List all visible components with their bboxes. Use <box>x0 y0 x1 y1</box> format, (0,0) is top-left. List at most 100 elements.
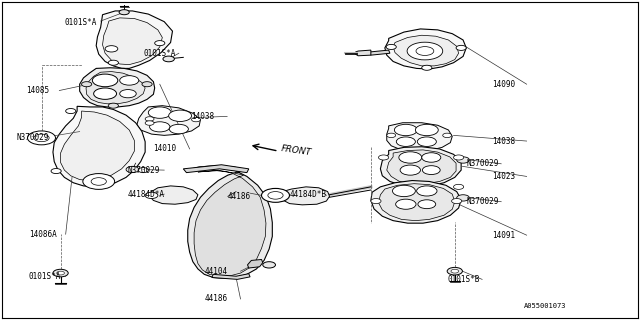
Circle shape <box>138 168 148 172</box>
Circle shape <box>407 42 443 60</box>
Text: 14023: 14023 <box>492 172 515 181</box>
Circle shape <box>378 155 388 160</box>
Polygon shape <box>371 180 461 223</box>
Polygon shape <box>378 184 455 221</box>
Circle shape <box>417 186 437 196</box>
Circle shape <box>51 169 61 173</box>
Text: N370029: N370029 <box>467 197 499 206</box>
Text: 0101S*A: 0101S*A <box>29 272 61 281</box>
Circle shape <box>396 199 416 209</box>
Circle shape <box>191 117 200 122</box>
Circle shape <box>81 82 92 87</box>
Circle shape <box>422 166 440 174</box>
Text: 14010: 14010 <box>154 144 177 154</box>
Polygon shape <box>96 11 173 68</box>
Circle shape <box>142 82 152 87</box>
Polygon shape <box>369 50 390 55</box>
Polygon shape <box>150 186 198 204</box>
Polygon shape <box>194 170 266 276</box>
Circle shape <box>415 124 438 136</box>
Polygon shape <box>61 111 134 180</box>
Circle shape <box>422 153 441 162</box>
Text: 44186: 44186 <box>228 192 251 201</box>
Circle shape <box>145 117 154 121</box>
Circle shape <box>457 157 469 163</box>
Text: FRONT: FRONT <box>280 144 312 157</box>
Polygon shape <box>188 166 272 278</box>
Circle shape <box>454 155 464 160</box>
Circle shape <box>83 173 115 189</box>
Circle shape <box>387 133 396 138</box>
Circle shape <box>120 90 136 98</box>
Circle shape <box>400 165 420 175</box>
Polygon shape <box>183 165 249 172</box>
Polygon shape <box>79 68 155 107</box>
Circle shape <box>454 184 464 189</box>
Circle shape <box>126 166 139 172</box>
Circle shape <box>457 195 469 201</box>
Polygon shape <box>356 50 371 56</box>
Circle shape <box>120 76 139 85</box>
Circle shape <box>53 269 68 277</box>
Circle shape <box>105 46 118 52</box>
Circle shape <box>28 131 56 145</box>
Circle shape <box>416 47 434 55</box>
Polygon shape <box>380 147 461 187</box>
Circle shape <box>145 121 154 125</box>
Text: N370029: N370029 <box>128 166 161 175</box>
Text: 14038: 14038 <box>492 137 515 146</box>
Polygon shape <box>282 187 330 205</box>
Polygon shape <box>212 274 250 279</box>
Circle shape <box>91 178 106 185</box>
Circle shape <box>119 10 129 15</box>
Circle shape <box>93 88 116 100</box>
Circle shape <box>148 107 172 118</box>
Text: N370029: N370029 <box>16 133 49 142</box>
Circle shape <box>422 65 432 70</box>
Polygon shape <box>393 35 459 66</box>
Circle shape <box>451 269 459 273</box>
Circle shape <box>34 134 49 142</box>
Circle shape <box>263 262 275 268</box>
Text: 44104: 44104 <box>204 267 227 276</box>
Circle shape <box>170 124 188 134</box>
Circle shape <box>447 268 463 275</box>
Text: 14090: 14090 <box>492 80 515 89</box>
Circle shape <box>417 137 436 147</box>
Circle shape <box>399 152 422 163</box>
Circle shape <box>443 133 452 138</box>
Polygon shape <box>53 106 145 187</box>
Text: 0101S*B: 0101S*B <box>447 275 479 284</box>
Circle shape <box>394 124 417 136</box>
Text: N370029: N370029 <box>467 159 499 168</box>
Circle shape <box>386 44 396 50</box>
Polygon shape <box>86 72 145 104</box>
Circle shape <box>108 103 118 108</box>
Circle shape <box>371 198 381 204</box>
Text: 14085: 14085 <box>26 86 49 95</box>
Circle shape <box>92 74 118 87</box>
Text: 0101S*A: 0101S*A <box>65 18 97 27</box>
Text: 14038: 14038 <box>191 112 214 121</box>
Polygon shape <box>385 29 467 69</box>
Circle shape <box>262 188 289 202</box>
Circle shape <box>57 271 65 275</box>
Circle shape <box>169 110 191 122</box>
Circle shape <box>456 45 467 51</box>
Circle shape <box>145 192 158 198</box>
Text: A055001073: A055001073 <box>524 303 566 309</box>
Circle shape <box>163 56 174 62</box>
Circle shape <box>396 137 415 147</box>
Text: 44184D*B: 44184D*B <box>289 190 326 199</box>
Text: 44186: 44186 <box>204 294 227 303</box>
Text: 14091: 14091 <box>492 231 515 240</box>
Text: 0101S*A: 0101S*A <box>143 49 175 58</box>
Circle shape <box>418 200 436 209</box>
Polygon shape <box>137 106 200 135</box>
Circle shape <box>108 60 118 65</box>
Text: 44184D*A: 44184D*A <box>128 190 165 199</box>
Polygon shape <box>102 18 163 65</box>
Circle shape <box>268 192 283 199</box>
Text: 14086A: 14086A <box>29 230 56 239</box>
Circle shape <box>150 122 170 132</box>
